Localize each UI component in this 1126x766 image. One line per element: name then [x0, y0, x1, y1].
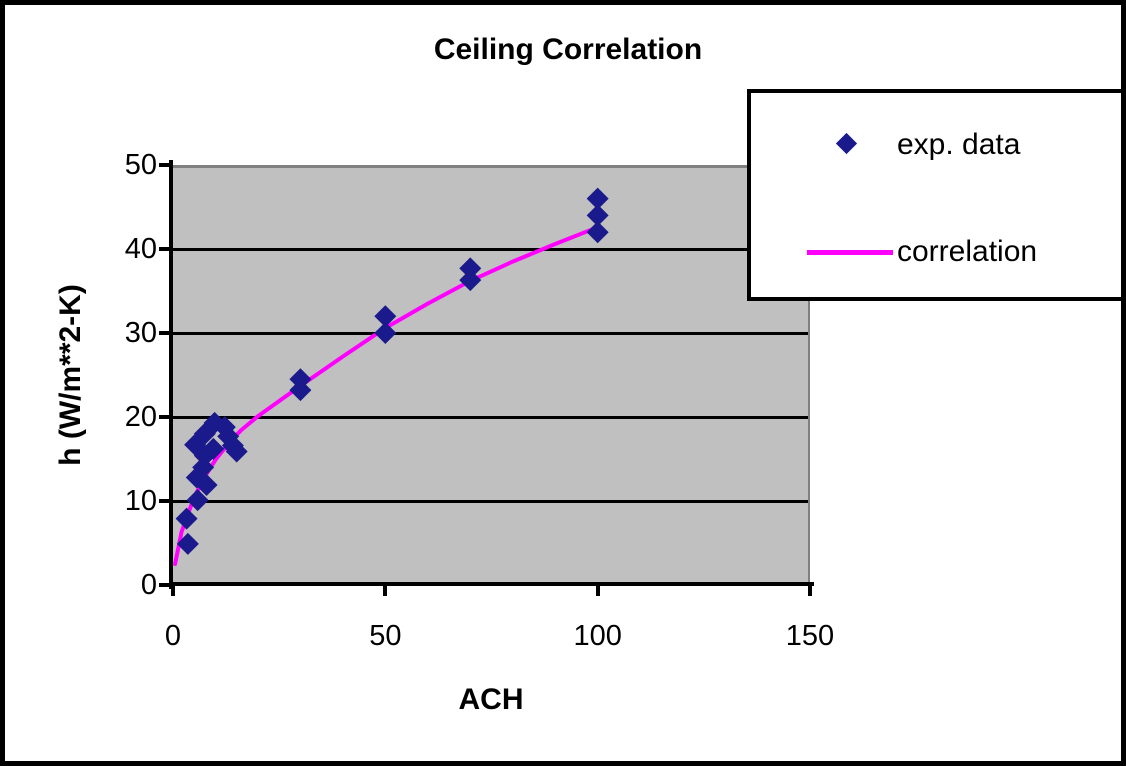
- data-point-diamond: [175, 507, 198, 530]
- y-tick-label-0: 0: [140, 569, 157, 601]
- y-tick-10: [159, 499, 170, 503]
- y-axis-title: h (W/m**2-K): [54, 284, 87, 466]
- x-tick-label-0: 0: [164, 620, 182, 652]
- legend-label-correlation: correlation: [897, 235, 1038, 268]
- legend-label-exp-data: exp. data: [897, 128, 1021, 161]
- x-tick-150: [808, 586, 812, 596]
- data-point-diamond: [374, 305, 397, 328]
- legend-box: exp. data correlation: [747, 89, 1121, 301]
- y-tick-0: [159, 583, 170, 587]
- x-tick-0: [171, 586, 175, 596]
- data-point-diamond: [459, 269, 482, 292]
- data-point-diamond: [374, 322, 397, 344]
- data-point-diamond: [586, 204, 609, 227]
- data-point-diamond: [459, 257, 482, 280]
- y-axis-line: [169, 160, 173, 589]
- data-point-diamond: [586, 221, 609, 244]
- y-tick-label-40: 40: [124, 233, 157, 265]
- x-tick-50: [383, 586, 388, 596]
- plot-area: [173, 165, 810, 585]
- y-tick-50: [159, 163, 170, 167]
- data-point-diamond: [193, 422, 216, 445]
- data-point-diamond: [586, 187, 609, 210]
- data-point-diamond: [195, 474, 218, 497]
- data-point-diamond: [185, 466, 208, 489]
- data-point-diamond: [289, 368, 312, 391]
- y-tick-label-50: 50: [124, 149, 157, 181]
- data-point-diamond: [225, 440, 248, 463]
- correlation-line: [173, 225, 600, 566]
- chart-title: Ceiling Correlation: [433, 33, 703, 66]
- x-tick-label-150: 150: [785, 620, 835, 652]
- y-tick-label-10: 10: [124, 485, 157, 517]
- data-point-diamond: [184, 433, 207, 456]
- x-axis-title: ACH: [458, 683, 524, 716]
- x-axis-line: [169, 582, 814, 586]
- series-layer: [173, 187, 609, 566]
- gridline-y-20: [173, 415, 808, 419]
- x-tick-label-50: 50: [369, 620, 402, 652]
- gridline-y-10: [173, 499, 808, 503]
- data-point-diamond: [186, 489, 209, 512]
- data-point-diamond: [176, 532, 199, 555]
- gridline-y-30: [173, 331, 808, 335]
- data-point-diamond: [192, 456, 215, 479]
- legend-line-marker-icon: [807, 250, 893, 255]
- y-tick-label-30: 30: [124, 317, 157, 349]
- x-tick-100: [595, 586, 600, 596]
- y-tick-30: [159, 331, 170, 335]
- y-tick-40: [159, 247, 170, 251]
- gridline-y-40: [173, 247, 808, 251]
- y-tick-label-20: 20: [124, 401, 157, 433]
- y-tick-20: [159, 415, 170, 419]
- x-tick-label-100: 100: [573, 620, 622, 652]
- data-point-diamond: [202, 437, 225, 460]
- legend-diamond-marker-icon: [835, 132, 858, 155]
- data-point-diamond: [203, 411, 226, 434]
